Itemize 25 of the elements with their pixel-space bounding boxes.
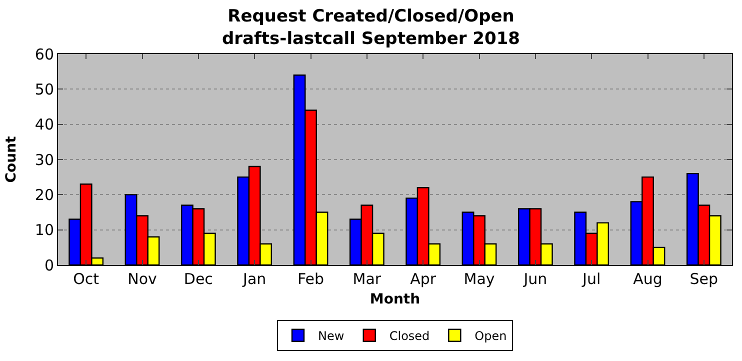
x-tick-label: Nov — [128, 270, 158, 288]
x-tick-label: Oct — [73, 270, 100, 288]
y-tick-label: 0 — [44, 256, 54, 274]
y-tick-label: 30 — [34, 150, 54, 169]
chart-title: Request Created/Closed/Open drafts-lastcall September 2018 — [222, 6, 520, 49]
x-tick-label: Feb — [297, 270, 324, 288]
x-tick-label: Dec — [184, 270, 213, 288]
x-tick-label: Sep — [690, 270, 718, 288]
y-tick-label: 50 — [34, 80, 54, 98]
x-tick-label: Jul — [582, 270, 601, 288]
y-axis-title: Count — [4, 136, 20, 183]
y-tick-label: 20 — [34, 186, 54, 204]
legend-label: New — [318, 329, 344, 344]
y-tick-label: 10 — [34, 221, 54, 240]
x-tick-label: Mar — [352, 270, 382, 288]
x-tick-label: Apr — [410, 270, 437, 288]
y-tick-label: 40 — [34, 116, 54, 134]
y-tick-label: 60 — [34, 45, 54, 64]
x-tick-label: May — [464, 270, 495, 288]
legend-label: Open — [474, 329, 507, 344]
legend-label: Closed — [389, 329, 430, 344]
x-tick-label: Jun — [522, 270, 548, 288]
x-axis-title: Month — [370, 291, 420, 308]
x-tick-label: Jan — [242, 270, 266, 288]
x-tick-label: Aug — [633, 270, 662, 288]
